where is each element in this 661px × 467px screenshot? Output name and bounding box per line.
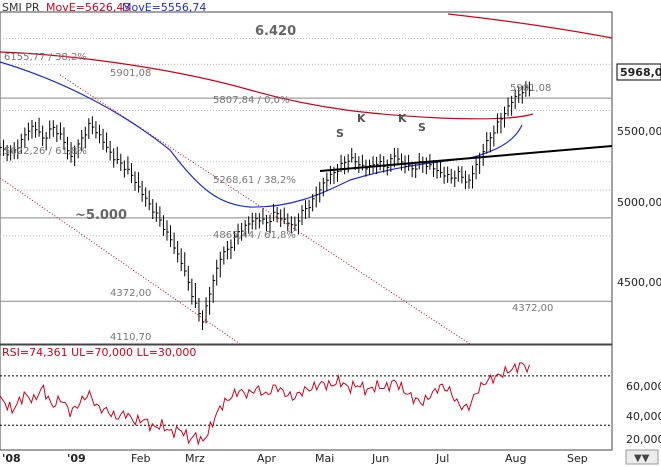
instrument-label: SMI PR — [2, 1, 40, 14]
level-label-fib382-top: 6155,77 / 38,2% — [4, 52, 87, 63]
x-tick-apr: Apr — [257, 452, 277, 465]
ma1-label: MovE=5626,43 — [46, 1, 130, 14]
y-tick-5000: 5000,00 — [617, 196, 661, 209]
chevron-down-icon: ▼▼ — [634, 453, 650, 464]
x-tick-08: '08 — [2, 452, 21, 465]
price-bars — [0, 81, 532, 331]
hs-head-right: K — [398, 112, 407, 125]
x-tick-jun: Jun — [371, 452, 389, 465]
neckline-line — [319, 145, 613, 172]
expand-button[interactable]: ▼▼ — [625, 449, 659, 465]
rsi-series — [0, 362, 612, 446]
level-label-4110: 4110,70 — [110, 332, 151, 343]
price-tag-box — [616, 63, 661, 81]
hs-head-left: K — [357, 112, 366, 125]
x-tick-09: '09 — [67, 452, 86, 465]
x-tick-sep: Sep — [567, 452, 588, 465]
level-label-fib618-top: 5622,26 / 61,8% — [4, 146, 87, 157]
x-tick-aug: Aug — [505, 452, 526, 465]
ma1-line — [0, 51, 534, 120]
neckline — [319, 145, 613, 172]
level-label-4372-right: 4372,00 — [512, 303, 553, 314]
x-tick-feb: Feb — [131, 452, 150, 465]
x-tick-jul: Jul — [435, 452, 449, 465]
hs-shoulder-right: S — [418, 121, 426, 134]
level-label-5901-left: 5901,08 — [110, 68, 151, 79]
ma2-label: MovE=5556,74 — [122, 1, 206, 14]
channel-lower — [0, 177, 241, 345]
x-tick-mrz: Mrz — [185, 452, 205, 465]
level-label-5901-right: 5901,08 — [510, 83, 551, 94]
level-label-fib382-mid: 5268,61 / 38,2% — [213, 175, 296, 186]
ma1-line-ext — [447, 13, 613, 39]
hs-shoulder-left: S — [336, 127, 344, 140]
level-label-fib618-mid: 4865,44 / 61,8% — [213, 230, 296, 241]
rsi-label: RSI=74,361 UL=70,000 LL=30,000 — [2, 346, 196, 359]
target-high-label: 6.420 — [255, 24, 296, 39]
y-tick-5500: 5500,00 — [617, 125, 661, 138]
level-label-fib0: 5807,84 / 0,0% — [213, 95, 289, 106]
rsi-tick-40: 40,000 — [626, 410, 661, 423]
x-tick-mai: Mai — [315, 452, 334, 465]
level-label-4372-left: 4372,00 — [110, 288, 151, 299]
price-panel-frame — [0, 11, 613, 345]
target-low-label: ~5.000 — [75, 208, 127, 223]
y-tick-4500: 4500,00 — [617, 276, 661, 289]
rsi-tick-60: 60,000 — [626, 380, 661, 393]
rsi-tick-20: 20,000 — [626, 433, 661, 446]
price-tag: 5968,08 — [620, 66, 661, 79]
rsi-line — [0, 362, 530, 446]
rsi-panel-frame — [0, 344, 613, 451]
